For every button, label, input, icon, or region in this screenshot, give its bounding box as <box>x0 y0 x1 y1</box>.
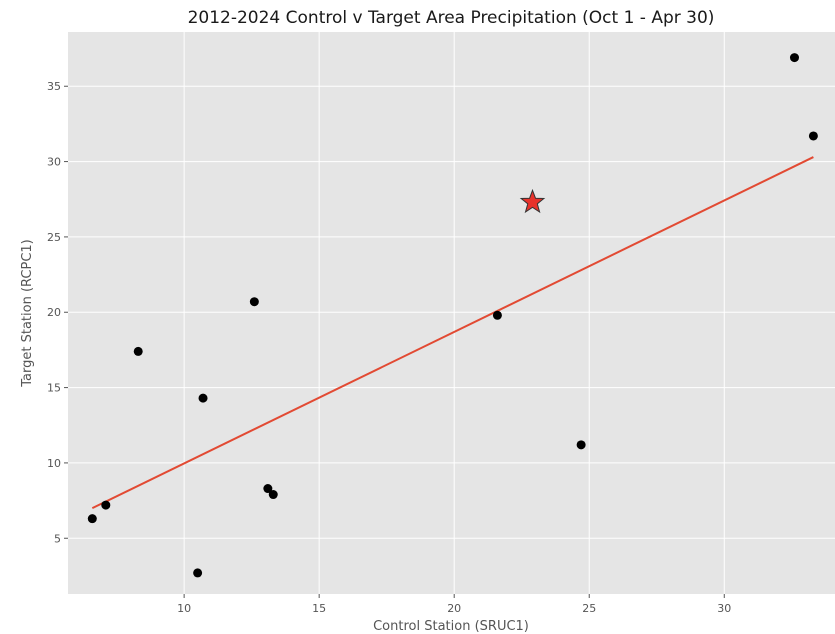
y-tick-label: 5 <box>54 532 61 545</box>
y-axis-ticks: 5 10 15 20 25 30 35 <box>47 80 68 545</box>
data-point <box>198 393 208 403</box>
data-point <box>249 297 259 307</box>
data-point <box>492 310 502 320</box>
data-point <box>789 53 799 63</box>
y-tick-label: 20 <box>47 306 61 319</box>
data-point <box>193 568 203 578</box>
y-tick-label: 35 <box>47 80 61 93</box>
data-point <box>101 500 111 510</box>
data-point <box>133 346 143 356</box>
plot-area <box>68 32 835 594</box>
x-tick-label: 25 <box>582 602 596 615</box>
x-tick-label: 20 <box>447 602 461 615</box>
data-point <box>808 131 818 141</box>
y-tick-label: 30 <box>47 156 61 169</box>
y-tick-label: 25 <box>47 231 61 244</box>
data-point <box>576 440 586 450</box>
regression-line <box>91 156 814 510</box>
x-tick-label: 10 <box>177 602 191 615</box>
y-axis-label: Target Station (RCPC1) <box>20 239 35 388</box>
gridlines <box>68 32 835 594</box>
x-axis-label: Control Station (SRUC1) <box>373 619 529 634</box>
x-axis-ticks: 10 15 20 25 30 <box>177 594 731 615</box>
data-point <box>263 484 273 494</box>
y-tick-label: 15 <box>47 382 61 395</box>
data-points <box>87 53 818 578</box>
y-tick-label: 10 <box>47 457 61 470</box>
data-point <box>87 514 97 524</box>
data-point <box>268 490 278 500</box>
chart-title: 2012-2024 Control v Target Area Precipit… <box>188 8 715 28</box>
x-tick-label: 30 <box>717 602 731 615</box>
highlight-star-marker <box>519 188 546 214</box>
x-tick-label: 15 <box>312 602 326 615</box>
